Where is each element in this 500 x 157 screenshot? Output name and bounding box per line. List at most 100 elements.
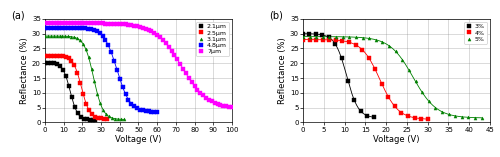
- 5%: [412, 81, 418, 82]
- 5%: [300, 36, 306, 38]
- 2.1μm: [57, 65, 63, 67]
- 2.1μm: [60, 69, 66, 70]
- 3.1μm: [86, 57, 91, 58]
- 5%: [426, 100, 432, 102]
- 4.8μm: [45, 27, 51, 29]
- 2.1μm: [66, 85, 72, 87]
- 2.5μm: [86, 109, 92, 111]
- 4.8μm: [142, 110, 148, 112]
- 7μm: [188, 81, 194, 83]
- 4%: [412, 117, 418, 119]
- 2.5μm: [68, 60, 74, 62]
- 3%: [313, 33, 319, 35]
- 3.1μm: [68, 36, 74, 38]
- 7μm: [214, 103, 220, 105]
- 3.1μm: [98, 102, 103, 104]
- 3%: [352, 99, 358, 101]
- 3%: [326, 36, 332, 38]
- Line: 5%: 5%: [302, 35, 483, 119]
- 3%: [320, 34, 326, 36]
- 4%: [418, 118, 424, 120]
- 2.5μm: [95, 117, 101, 119]
- 4.8μm: [122, 93, 128, 95]
- Y-axis label: Reflectance (%): Reflectance (%): [20, 37, 29, 104]
- 4%: [366, 57, 372, 59]
- 2.5μm: [92, 116, 98, 118]
- 4%: [392, 106, 398, 107]
- 5%: [333, 36, 339, 38]
- 5%: [386, 45, 392, 47]
- 7μm: [100, 23, 105, 24]
- 4.8μm: [80, 27, 86, 29]
- Line: 3%: 3%: [302, 32, 375, 119]
- 4.8μm: [117, 78, 123, 80]
- 3.1μm: [106, 116, 112, 117]
- 3.1μm: [92, 81, 98, 82]
- Text: (a): (a): [12, 11, 25, 21]
- 3.1μm: [48, 35, 54, 37]
- 4.8μm: [62, 27, 68, 29]
- 4%: [313, 39, 319, 41]
- Line: 2.1μm: 2.1μm: [44, 61, 97, 122]
- 3%: [332, 43, 338, 45]
- 4.8μm: [146, 111, 152, 112]
- 4.8μm: [140, 110, 146, 111]
- 3%: [358, 110, 364, 112]
- 2.5μm: [51, 55, 57, 57]
- 5%: [432, 107, 438, 108]
- 2.1μm: [45, 62, 51, 64]
- 5%: [472, 117, 478, 119]
- Line: 4%: 4%: [302, 38, 429, 121]
- 4.8μm: [88, 28, 94, 30]
- 7μm: [122, 24, 128, 25]
- 4%: [359, 49, 365, 50]
- Y-axis label: Reflectance (%): Reflectance (%): [278, 37, 287, 104]
- 4.8μm: [96, 32, 102, 34]
- 3%: [306, 33, 312, 35]
- 3.1μm: [56, 35, 62, 37]
- 4.8μm: [91, 29, 97, 31]
- 2.5μm: [98, 117, 104, 119]
- 4%: [340, 40, 345, 42]
- 5%: [353, 36, 359, 38]
- 3.1μm: [100, 109, 106, 111]
- 3.1μm: [112, 118, 118, 119]
- 5%: [452, 115, 458, 117]
- 2.1μm: [51, 62, 57, 64]
- 3.1μm: [109, 117, 115, 119]
- 4.8μm: [111, 60, 117, 62]
- 5%: [380, 41, 386, 43]
- 2.5μm: [101, 118, 107, 120]
- 2.5μm: [89, 114, 95, 115]
- 3.1μm: [94, 93, 100, 95]
- 2.1μm: [63, 75, 69, 77]
- 2.1μm: [84, 118, 89, 120]
- X-axis label: Voltage (V): Voltage (V): [115, 135, 162, 144]
- 2.5μm: [72, 65, 78, 66]
- 4%: [320, 39, 326, 41]
- 5%: [466, 116, 471, 118]
- 5%: [320, 36, 326, 38]
- 5%: [419, 91, 425, 93]
- 2.5μm: [80, 93, 86, 95]
- 3.1μm: [120, 118, 126, 120]
- 2.1μm: [42, 62, 48, 64]
- 3.1μm: [62, 35, 68, 37]
- 4.8μm: [85, 28, 91, 30]
- X-axis label: Voltage (V): Voltage (V): [374, 135, 420, 144]
- 4%: [326, 39, 332, 41]
- 4%: [346, 41, 352, 43]
- 2.5μm: [62, 56, 68, 58]
- 4.8μm: [76, 27, 82, 29]
- 3.1μm: [71, 36, 77, 38]
- 4.8μm: [71, 27, 77, 29]
- 4%: [398, 112, 404, 114]
- 4.8μm: [126, 99, 132, 100]
- 4.8μm: [94, 30, 100, 32]
- 4.8μm: [148, 111, 154, 113]
- Legend: 3%, 4%, 5%: 3%, 4%, 5%: [464, 22, 487, 44]
- 4.8μm: [74, 27, 80, 29]
- 2.5μm: [78, 82, 84, 84]
- 5%: [326, 36, 332, 38]
- 4.8μm: [128, 103, 134, 105]
